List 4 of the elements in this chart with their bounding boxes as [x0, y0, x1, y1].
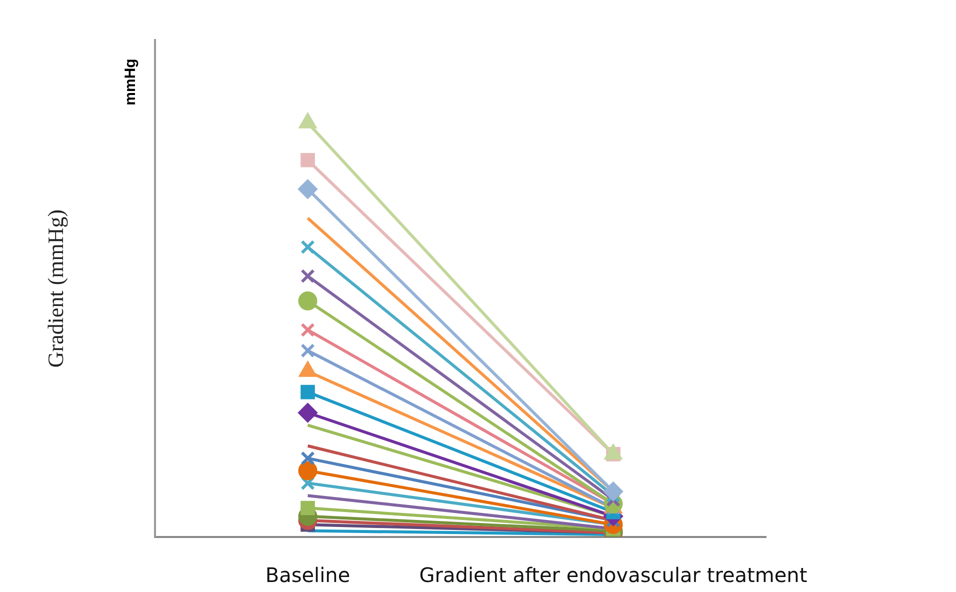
- y-axis-title: Gradient (mmHg): [42, 209, 68, 368]
- x-tick-label: Baseline: [265, 563, 350, 588]
- x-tick-label: Gradient after endovascular treatment: [419, 563, 808, 588]
- text: mmHg: [122, 58, 140, 106]
